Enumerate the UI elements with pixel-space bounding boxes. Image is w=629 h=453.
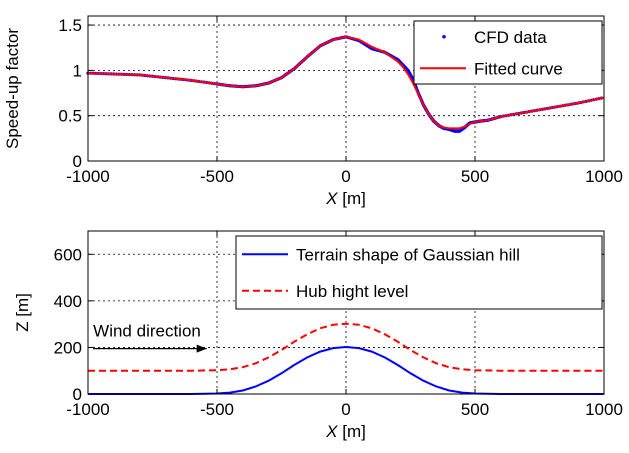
series-line-1 — [88, 322, 604, 372]
x-axis-variable: X — [325, 422, 338, 441]
legend-label: CFD data — [474, 28, 547, 47]
legend-box — [235, 235, 603, 310]
x-axis-variable: X — [325, 189, 338, 208]
legend-label: Fitted curve — [474, 59, 563, 78]
y-tick-label: 1 — [73, 61, 82, 80]
legend: Terrain shape of Gaussian hill Hub hight … — [235, 235, 603, 310]
arrow-head-icon — [196, 344, 207, 353]
terrain-chart: -1000 -500 0 500 1000 0 200 400 600 X [m] Z [m] Ter… — [13, 230, 623, 441]
legend-box — [413, 20, 603, 85]
y-tick-label: 0 — [73, 385, 82, 404]
y-tick-label: 0.5 — [58, 107, 82, 126]
series-line-0 — [88, 345, 604, 395]
wind-direction-annotation: Wind direction — [93, 322, 207, 353]
y-axis-label: Z [m] — [13, 293, 32, 332]
annotation-text: Wind direction — [93, 322, 201, 341]
y-tick-label: 0 — [73, 152, 82, 171]
x-tick-label: -500 — [200, 400, 234, 419]
legend: CFD data Fitted curve — [413, 20, 603, 85]
legend-marker — [442, 34, 446, 39]
x-tick-label: 500 — [461, 167, 489, 186]
y-tick-label: 1.5 — [58, 16, 82, 35]
speedup-chart: -1000 -500 0 500 1000 0 0.5 1 1.5 X [m] Speed-up f… — [3, 15, 623, 208]
legend-label: Terrain shape of Gaussian hill — [296, 245, 520, 264]
x-axis-unit: [m] — [338, 422, 366, 441]
x-axis-label: X [m] — [325, 422, 366, 441]
x-tick-label: 0 — [341, 167, 350, 186]
y-tick-label: 600 — [54, 245, 82, 264]
x-axis-unit: [m] — [338, 189, 366, 208]
y-axis-label: Speed-up factor — [3, 28, 22, 149]
x-tick-label: -500 — [200, 167, 234, 186]
x-tick-label: 0 — [341, 400, 350, 419]
x-tick-label: -1000 — [66, 167, 109, 186]
y-tick-label: 200 — [54, 338, 82, 357]
legend-label: Hub hight level — [296, 282, 408, 301]
x-tick-label: 500 — [461, 400, 489, 419]
x-tick-label: -1000 — [66, 400, 109, 419]
x-axis-label: X [m] — [325, 189, 366, 208]
series-line-1 — [87, 35, 605, 130]
y-tick-label: 400 — [54, 292, 82, 311]
x-tick-label: 1000 — [585, 400, 623, 419]
x-tick-label: 1000 — [585, 167, 623, 186]
